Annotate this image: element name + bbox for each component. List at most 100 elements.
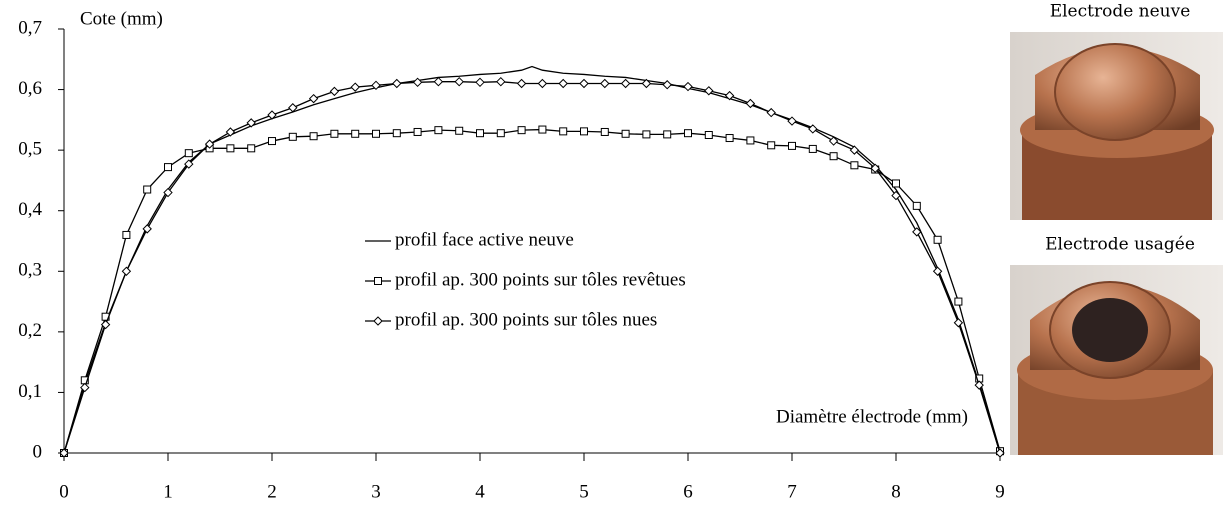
data-point xyxy=(953,318,964,328)
data-point xyxy=(870,163,880,174)
data-point xyxy=(516,78,527,89)
series-line xyxy=(63,128,1001,454)
data-point xyxy=(433,76,444,87)
data-point xyxy=(288,103,298,113)
y-axis-title: Cote (mm) xyxy=(80,8,163,29)
data-point xyxy=(724,90,735,101)
data-point xyxy=(225,127,236,137)
series-line xyxy=(63,65,1001,454)
data-point xyxy=(246,118,256,128)
data-point xyxy=(184,149,193,158)
data-point xyxy=(351,129,360,138)
data-point xyxy=(350,82,360,92)
data-point xyxy=(142,224,152,234)
y-tick-label: 0,2 xyxy=(18,320,42,341)
data-point xyxy=(725,134,734,143)
data-point xyxy=(828,136,839,146)
data-point xyxy=(912,201,921,210)
data-point xyxy=(954,297,963,306)
data-point xyxy=(496,129,505,138)
data-point xyxy=(247,144,256,153)
y-tick-label: 0,6 xyxy=(18,78,42,99)
data-point xyxy=(912,227,922,237)
data-point xyxy=(80,382,90,393)
data-point xyxy=(891,190,901,201)
series-line xyxy=(63,81,1001,454)
x-tick-label: 1 xyxy=(163,481,173,502)
data-point xyxy=(330,129,339,138)
data-point xyxy=(392,78,402,89)
data-point xyxy=(932,266,943,276)
data-point xyxy=(204,139,215,149)
y-tick-label: 0,4 xyxy=(18,199,42,220)
data-point xyxy=(537,78,548,89)
data-point xyxy=(184,159,194,169)
data-point xyxy=(850,161,859,170)
data-point xyxy=(475,77,485,88)
data-point xyxy=(849,145,860,155)
data-point xyxy=(559,127,568,136)
data-point xyxy=(288,132,297,141)
data-point xyxy=(600,127,609,136)
x-tick-label: 9 xyxy=(995,481,1005,502)
data-point xyxy=(372,129,380,138)
data-point xyxy=(121,266,132,276)
legend-marker xyxy=(374,277,382,285)
data-point xyxy=(558,78,568,89)
data-point xyxy=(454,76,464,87)
data-point xyxy=(746,136,755,145)
data-point xyxy=(684,129,692,138)
data-point xyxy=(100,319,111,330)
data-point xyxy=(268,137,276,146)
photo-used-electrode xyxy=(1010,265,1223,455)
data-point xyxy=(164,163,172,172)
data-point xyxy=(788,141,796,150)
y-tick-label: 0 xyxy=(33,441,43,462)
y-tick-label: 0,3 xyxy=(18,260,42,281)
data-point xyxy=(412,77,423,88)
data-point xyxy=(496,76,506,87)
x-tick-label: 2 xyxy=(267,481,277,502)
x-tick-label: 8 xyxy=(891,481,901,502)
data-point xyxy=(413,127,422,136)
data-point xyxy=(59,448,69,458)
legend-label: profil ap. 300 points sur tôles nues xyxy=(395,309,657,330)
photo-caption: Electrode neuve xyxy=(1050,2,1191,22)
data-point xyxy=(829,152,838,161)
photo-new-electrode xyxy=(1010,32,1223,220)
data-point xyxy=(371,80,381,91)
data-point xyxy=(434,126,443,135)
y-tick-label: 0,7 xyxy=(18,17,42,38)
data-point xyxy=(226,144,235,153)
data-point xyxy=(621,129,630,138)
data-point xyxy=(580,127,588,136)
data-point xyxy=(308,93,319,104)
x-tick-label: 0 xyxy=(59,481,69,502)
data-point xyxy=(767,141,776,150)
data-point xyxy=(620,78,631,89)
y-tick-label: 0,5 xyxy=(18,139,42,160)
data-point xyxy=(641,78,652,89)
data-point xyxy=(974,380,984,390)
data-point xyxy=(642,130,651,139)
data-point xyxy=(143,185,152,194)
data-point xyxy=(787,116,797,126)
legend-label: profil ap. 300 points sur tôles revêtues xyxy=(395,269,686,290)
data-point xyxy=(995,448,1005,458)
x-axis-title: Diamètre électrode (mm) xyxy=(776,406,968,427)
data-point xyxy=(163,187,173,198)
data-point xyxy=(683,81,693,92)
legend-marker xyxy=(373,316,383,326)
data-point xyxy=(933,235,942,244)
data-point xyxy=(476,129,484,138)
data-point xyxy=(455,126,464,135)
data-point xyxy=(600,78,610,89)
data-point xyxy=(579,78,589,89)
data-point xyxy=(704,131,713,139)
data-point xyxy=(267,110,277,120)
data-point xyxy=(392,129,401,138)
data-point xyxy=(663,130,672,139)
data-point xyxy=(329,86,340,97)
